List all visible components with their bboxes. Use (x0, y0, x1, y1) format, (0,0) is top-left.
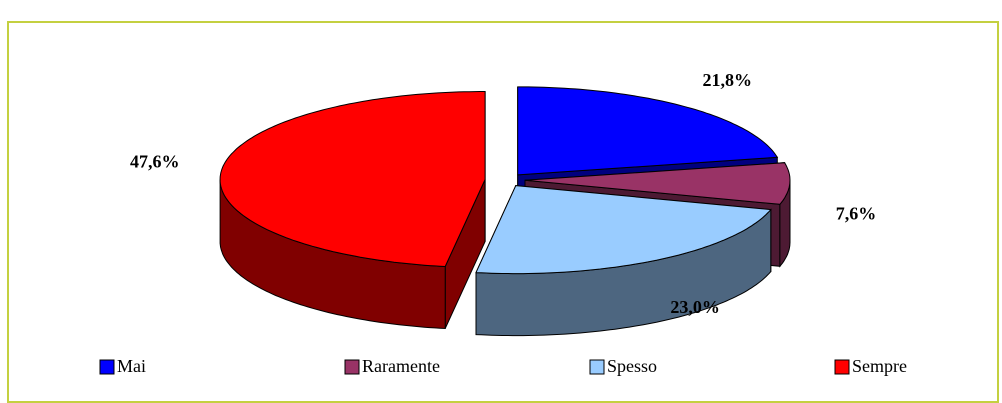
value-label: 7,6% (836, 204, 877, 224)
value-label: 23,0% (670, 297, 720, 317)
slice-top (219, 91, 486, 268)
legend-swatch (344, 359, 360, 375)
slice-top (517, 86, 779, 176)
pie-slice (219, 91, 486, 330)
legend-label: Mai (117, 356, 146, 376)
chart-border (7, 21, 999, 403)
slice-top (524, 162, 791, 205)
legend-swatch (589, 359, 605, 375)
pie-slice (475, 185, 772, 337)
legend-swatch (834, 359, 850, 375)
legend-label: Raramente (362, 356, 440, 376)
value-label: 21,8% (702, 70, 752, 90)
legend-swatch (99, 359, 115, 375)
value-label: 47,6% (130, 151, 180, 171)
legend-label: Sempre (852, 356, 907, 376)
legend-label: Spesso (607, 356, 657, 376)
slice-top (475, 185, 772, 275)
